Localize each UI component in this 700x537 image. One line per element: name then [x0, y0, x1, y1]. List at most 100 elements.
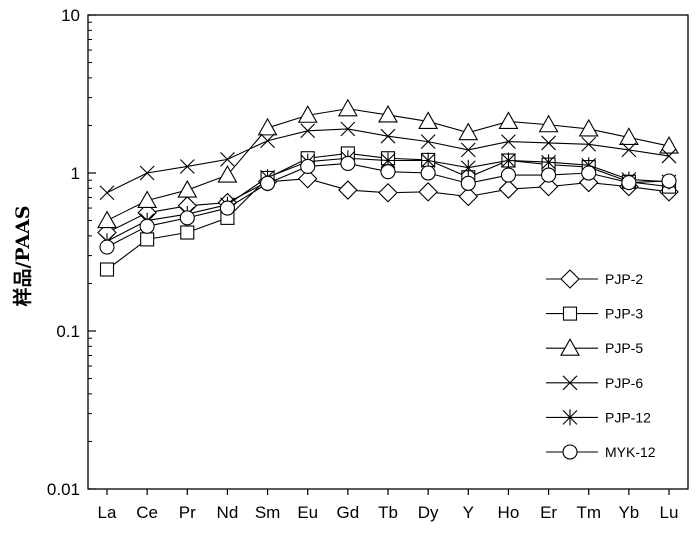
- x-tick-label: Tm: [576, 503, 601, 522]
- legend-marker-pjp-3: [562, 306, 578, 321]
- y-tick-label: 10: [61, 6, 80, 25]
- legend-item-myk-12: MYK-12: [546, 444, 656, 460]
- data-point-pjp-5: [337, 98, 358, 117]
- y-tick-label: 0.1: [56, 322, 80, 341]
- legend-item-pjp-5: PJP-5: [546, 338, 643, 356]
- series-myk-12: [99, 155, 677, 255]
- data-point-pjp-6: [300, 123, 316, 139]
- data-point-pjp-5: [538, 114, 559, 133]
- data-point-pjp-3: [140, 232, 155, 247]
- data-point-myk-12: [99, 239, 115, 255]
- data-point-pjp-12: [501, 152, 516, 169]
- data-point-myk-12: [219, 200, 235, 216]
- data-point-pjp-6: [340, 121, 356, 137]
- data-point-pjp-2: [338, 180, 358, 200]
- y-tick-label: 0.01: [47, 480, 80, 499]
- legend-marker-pjp-5: [560, 338, 580, 356]
- series-pjp-5: [97, 98, 679, 229]
- legend-label: MYK-12: [605, 444, 656, 460]
- legend-label: PJP-2: [605, 271, 643, 287]
- data-point-pjp-6: [220, 151, 235, 167]
- legend-marker-pjp-12: [562, 409, 578, 426]
- legend-marker-pjp-2: [560, 269, 580, 289]
- series-lines: [97, 98, 679, 277]
- y-axis-label: 样品/PAAS: [11, 205, 34, 306]
- data-point-pjp-6: [661, 148, 677, 164]
- series-pjp-6: [99, 121, 677, 201]
- data-point-myk-12: [300, 158, 316, 175]
- data-point-pjp-5: [297, 105, 318, 123]
- data-point-pjp-3: [180, 225, 195, 240]
- data-point-myk-12: [581, 165, 597, 181]
- data-point-myk-12: [661, 173, 677, 189]
- data-point-pjp-6: [139, 165, 155, 181]
- data-point-pjp-5: [618, 127, 639, 145]
- data-point-pjp-5: [217, 164, 238, 183]
- x-tick-label: Yb: [618, 503, 639, 522]
- data-point-pjp-5: [659, 135, 679, 154]
- data-point-pjp-5: [137, 190, 158, 209]
- legend: PJP-2 PJP-3 PJP-5 PJP-6 PJP-12 MYK-12: [546, 269, 656, 460]
- x-tick-label: Nd: [217, 503, 239, 522]
- x-tick-label: Er: [540, 503, 557, 522]
- data-point-pjp-6: [621, 142, 637, 158]
- data-point-pjp-2: [458, 186, 479, 207]
- data-point-myk-12: [500, 167, 516, 183]
- data-point-pjp-6: [420, 134, 436, 150]
- x-tick-label: Dy: [418, 503, 439, 522]
- data-point-pjp-3: [99, 262, 115, 277]
- data-point-pjp-2: [538, 176, 559, 197]
- data-point-pjp-6: [179, 159, 195, 174]
- legend-marker-pjp-6: [562, 375, 578, 391]
- data-point-pjp-2: [378, 182, 398, 203]
- x-tick-label: Lu: [660, 503, 679, 522]
- x-tick-label: Ce: [136, 503, 158, 522]
- data-point-myk-12: [380, 164, 396, 180]
- data-point-myk-12: [139, 218, 155, 234]
- x-tick-label: Sm: [255, 503, 281, 522]
- x-tick-label: Y: [463, 503, 474, 522]
- x-tick-label: Pr: [179, 503, 196, 522]
- data-point-pjp-6: [501, 134, 516, 150]
- legend-item-pjp-12: PJP-12: [546, 409, 651, 426]
- data-point-pjp-6: [460, 142, 476, 158]
- data-point-pjp-5: [257, 117, 278, 136]
- data-point-myk-12: [420, 165, 436, 181]
- y-tick-label: 1: [71, 164, 80, 183]
- data-point-pjp-5: [458, 122, 479, 141]
- data-point-myk-12: [260, 175, 276, 191]
- x-tick-label: Gd: [337, 503, 360, 522]
- data-point-pjp-5: [498, 111, 519, 129]
- legend-label: PJP-6: [605, 375, 643, 391]
- data-point-pjp-5: [378, 104, 398, 123]
- legend-item-pjp-6: PJP-6: [546, 375, 643, 391]
- data-point-pjp-2: [418, 182, 438, 202]
- data-point-pjp-5: [578, 118, 599, 137]
- data-point-pjp-2: [498, 179, 519, 199]
- data-point-myk-12: [179, 210, 195, 226]
- data-point-myk-12: [460, 175, 476, 191]
- legend-label: PJP-12: [605, 409, 651, 425]
- data-point-pjp-6: [99, 185, 115, 201]
- axes: 10 1 0.1 0.01 La Ce Pr Nd Sm Eu Gd Tb Dy Y Ho Er Tm Yb Lu: [47, 6, 679, 522]
- data-point-pjp-6: [581, 136, 597, 152]
- data-point-pjp-5: [418, 111, 439, 129]
- x-tick-label: Ho: [498, 503, 520, 522]
- data-point-myk-12: [541, 167, 557, 183]
- legend-label: PJP-5: [605, 340, 643, 356]
- data-point-pjp-6: [260, 133, 275, 149]
- legend-item-pjp-3: PJP-3: [546, 306, 643, 322]
- data-point-pjp-12: [460, 159, 476, 176]
- x-tick-label: La: [98, 503, 117, 522]
- legend-item-pjp-2: PJP-2: [546, 269, 643, 289]
- data-point-myk-12: [340, 155, 356, 171]
- x-tick-label: Eu: [297, 503, 318, 522]
- legend-label: PJP-3: [605, 306, 643, 322]
- data-point-pjp-5: [177, 179, 198, 198]
- data-point-pjp-2: [297, 168, 318, 189]
- legend-marker-myk-12: [562, 444, 578, 460]
- x-tick-label: Tb: [378, 503, 398, 522]
- data-point-myk-12: [621, 175, 637, 191]
- data-point-pjp-6: [380, 128, 396, 144]
